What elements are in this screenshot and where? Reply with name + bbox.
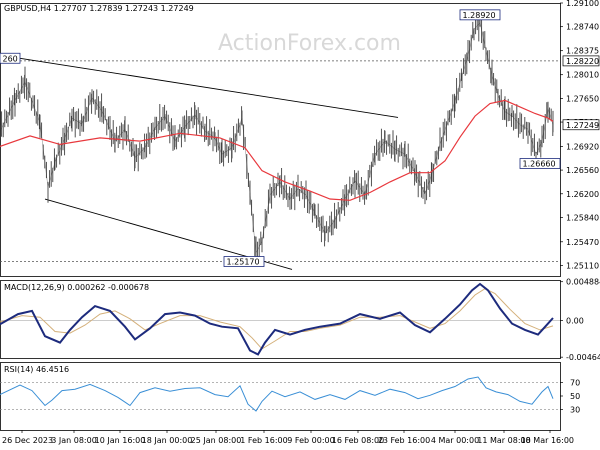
price-marker-box-1 [562,119,600,131]
time-axis-label-6: 9 Feb 00:00 [287,436,334,445]
price-annotation-box-0 [459,9,501,21]
channel-line-0 [19,57,399,118]
rsi-title: RSI(14) 46.4516 [4,365,69,374]
price-axis-label-0: 1.29100 [566,0,599,8]
price-title: GBPUSD,H4 1.27707 1.27839 1.27243 1.2724… [4,4,194,13]
price-axis-label-3: 1.28010 [566,71,599,80]
macd-line [0,282,554,356]
rsi-line [0,376,554,412]
price-axis-label-9: 1.25840 [566,213,599,222]
time-axis-label-3: 18 Jan 00:00 [142,436,193,445]
price-axis-label-11: 1.25110 [566,261,599,270]
price-axis-label-7: 1.26560 [566,166,599,175]
rsi-axis-label-2: 30 [570,406,580,415]
price-annotation-box-1 [223,256,265,267]
price-axis-label-6: 1.26920 [566,142,599,151]
price-annotation-label-1: 1.25170 [227,258,260,267]
time-axis-label-9: 4 Mar 00:00 [431,436,479,445]
rsi-panel-frame [0,362,561,431]
rsi-axis-label-0: 70 [570,378,580,387]
price-annotation-label-2: 1.26660 [523,160,556,169]
price-moving-average-line [0,99,554,201]
time-axis-label-2: 10 Jan 16:00 [95,436,146,445]
macd-axis-label-1: 0.00 [566,316,584,325]
time-axis-label-7: 16 Feb 08:00 [332,436,384,445]
macd-axis-label-0: 0.004884 [566,278,600,287]
price-panel-frame [0,3,561,277]
price-marker-label-0: 1.28220 [566,57,599,66]
macd-signal-line [0,288,554,350]
time-axis-label-11: 18 Mar 16:00 [521,436,574,445]
price-annotation-box-3 [0,52,21,64]
price-annotation-label-0: 1.28920 [463,11,496,20]
price-axis-label-10: 1.25470 [566,238,599,247]
time-axis-label-1: 3 Jan 08:00 [51,436,97,445]
rsi-axis-label-1: 50 [570,392,580,401]
time-axis-label-8: 23 Feb 16:00 [378,436,430,445]
price-annotation-box-2 [519,158,561,169]
time-axis-label-0: 26 Dec 2023 [2,436,53,445]
price-marker-box-0 [562,55,600,67]
price-axis-label-1: 1.28740 [566,23,599,32]
price-axis-label-4: 1.27650 [566,94,599,103]
price-annotation-label-3: 260 [3,54,18,63]
price-axis-label-8: 1.26200 [566,190,599,199]
macd-panel-frame [0,280,561,359]
macd-title: MACD(12,26,9) 0.000262 -0.000678 [4,283,149,292]
time-axis-label-5: 1 Feb 16:00 [240,436,287,445]
price-marker-label-1: 1.27249 [566,121,599,130]
watermark-text: ActionForex.com [218,31,401,56]
time-axis-label-10: 11 Mar 08:00 [477,436,530,445]
price-close-line [0,22,554,255]
macd-axis-label-2: -0.004645 [566,353,600,362]
price-axis-label-2: 1.28375 [566,47,599,56]
time-axis-label-4: 25 Jan 08:00 [191,436,242,445]
